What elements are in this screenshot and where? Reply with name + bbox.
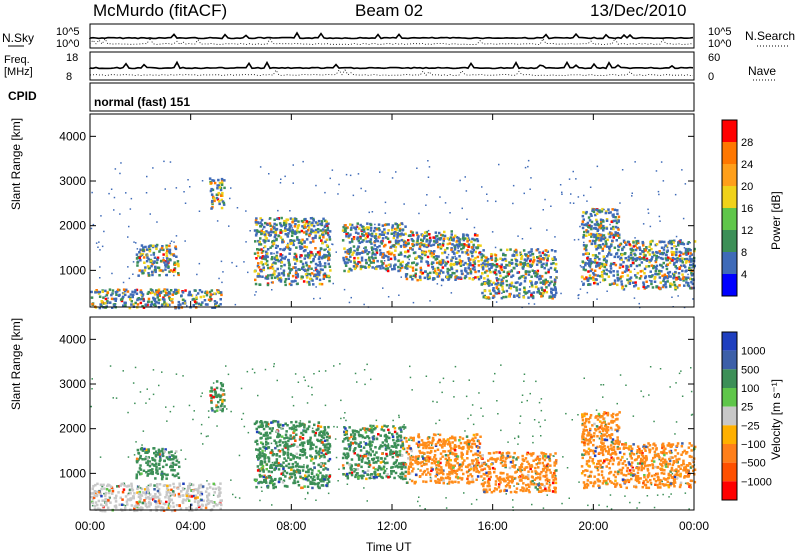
velocity-echo-region-4	[341, 424, 407, 481]
power-ytick-label-2: 2000	[59, 219, 86, 233]
date-title: 13/Dec/2010	[590, 1, 687, 20]
nsearch-tick-top: 10^5	[708, 26, 732, 38]
freq-panel-trace-1	[89, 69, 693, 76]
power-colorbar-seg-2	[722, 164, 737, 186]
freq-tick-top: 18	[66, 52, 79, 64]
x-tick-label-6: 00:00	[679, 519, 709, 533]
freq-label: Freq.	[4, 54, 30, 66]
cpid-label: CPID	[8, 89, 37, 103]
power-ytick-label-1: 3000	[59, 174, 86, 188]
nave-tick-bottom: 0	[708, 71, 715, 83]
velocity-ytick-label-3: 1000	[59, 466, 86, 480]
power-ytick-label-0: 4000	[59, 129, 86, 143]
x-tick-label-2: 08:00	[276, 519, 306, 533]
power-echo-region-5	[404, 230, 483, 282]
velocity-echo-region-5	[404, 433, 482, 485]
velocity-echo-region-0	[90, 482, 223, 513]
nsky-label: N.Sky	[2, 31, 35, 45]
power-colorbar-frame	[721, 119, 738, 297]
power-colorbar-seg-1	[722, 142, 737, 164]
nsky-tick-bottom: 10^0	[56, 38, 80, 50]
power-colorbar-tick-5: 8	[741, 247, 747, 259]
power-echo-region-0	[90, 288, 223, 310]
power-colorbar-seg-7	[722, 274, 737, 296]
velocity-colorbar-frame	[721, 331, 738, 501]
power-colorbar-seg-4	[722, 208, 737, 230]
power-colorbar-tick-2: 20	[741, 181, 753, 193]
power-colorbar-seg-5	[722, 230, 737, 252]
x-tick-label-4: 16:00	[478, 519, 508, 533]
nsky-tick-top: 10^5	[56, 26, 80, 38]
power-echo-region-3	[253, 216, 332, 287]
velocity-colorbar-seg-8	[722, 481, 737, 500]
velocity-noise	[90, 363, 696, 511]
nave-label: Nave	[748, 64, 777, 78]
power-colorbar-tick-6: 4	[741, 269, 747, 281]
velocity-colorbar-tick-1: 500	[741, 364, 759, 376]
power-panel-frame	[89, 113, 695, 308]
velocity-colorbar-seg-5	[722, 425, 737, 444]
velocity-echo-region-7	[580, 411, 621, 490]
velocity-ytick-label-1: 3000	[59, 377, 86, 391]
nsearch-tick-bottom: 10^0	[708, 38, 732, 50]
nave-tick-top: 60	[708, 52, 721, 64]
velocity-colorbar-seg-2	[722, 369, 737, 388]
velocity-colorbar-tick-7: −1000	[741, 476, 772, 488]
power-ytick-label-3: 1000	[59, 263, 86, 277]
velocity-echo-region-1	[135, 446, 181, 481]
velocity-colorbar-tick-3: 25	[741, 402, 753, 414]
power-colorbar-tick-1: 24	[741, 159, 753, 171]
freq-tick-bottom: 8	[66, 71, 73, 83]
cpid-panel	[89, 82, 695, 112]
power-echo-region-4	[341, 222, 407, 273]
nsky-panel-trace-0	[89, 31, 694, 40]
power-colorbar-seg-0	[722, 120, 737, 142]
nsearch-label: N.Search	[745, 29, 796, 43]
power-colorbar-seg-3	[722, 186, 737, 208]
nsky-panel	[89, 23, 695, 49]
velocity-echo-region-8	[618, 442, 697, 490]
beam-title: Beam 02	[355, 1, 424, 20]
freq-panel-trace-0	[89, 60, 694, 70]
velocity-colorbar-tick-5: −100	[741, 439, 766, 451]
station-title: McMurdo (fitACF)	[93, 1, 228, 20]
velocity-colorbar-seg-4	[722, 406, 737, 426]
velocity-colorbar-seg-0	[722, 332, 737, 351]
velocity-echo-region-3	[253, 419, 332, 490]
velocity-colorbar-seg-3	[722, 388, 737, 407]
power-noise	[90, 159, 696, 309]
power-echo-region-2	[208, 177, 226, 210]
power-echo-region-8	[618, 239, 697, 291]
velocity-ytick-label-0: 4000	[59, 332, 86, 346]
power-colorbar-seg-6	[722, 252, 737, 274]
velocity-colorbar-seg-1	[722, 350, 737, 370]
velocity-colorbar-tick-4: −25	[741, 420, 760, 432]
power-echo-region-6	[480, 248, 558, 300]
power-echo-region-7	[580, 207, 621, 287]
x-tick-label-3: 12:00	[377, 519, 407, 533]
x-tick-label-0: 00:00	[75, 519, 105, 533]
velocity-echo-region-6	[480, 451, 558, 494]
power-colorbar-tick-0: 28	[741, 137, 753, 149]
velocity-ytick-label-2: 2000	[59, 422, 86, 436]
power-colorbar-tick-4: 12	[741, 225, 753, 237]
freq-panel	[89, 51, 695, 81]
cpid-value: normal (fast) 151	[94, 95, 191, 109]
velocity-colorbar-seg-6	[722, 444, 737, 463]
velocity-colorbar-tick-2: 100	[741, 383, 759, 395]
nsky-panel-trace-1	[89, 37, 694, 46]
x-tick-label-1: 04:00	[176, 519, 206, 533]
velocity-colorbar-tick-6: −500	[741, 458, 766, 470]
power-colorbar-tick-3: 16	[741, 203, 753, 215]
velocity-colorbar-seg-7	[722, 462, 737, 482]
velocity-colorbar-tick-0: 1000	[741, 346, 765, 358]
x-tick-label-5: 20:00	[578, 519, 608, 533]
freq-unit: [MHz]	[4, 66, 33, 78]
power-echo-region-1	[135, 243, 180, 277]
velocity-echo-region-2	[209, 380, 226, 413]
x-axis-label: Time UT	[366, 540, 412, 554]
